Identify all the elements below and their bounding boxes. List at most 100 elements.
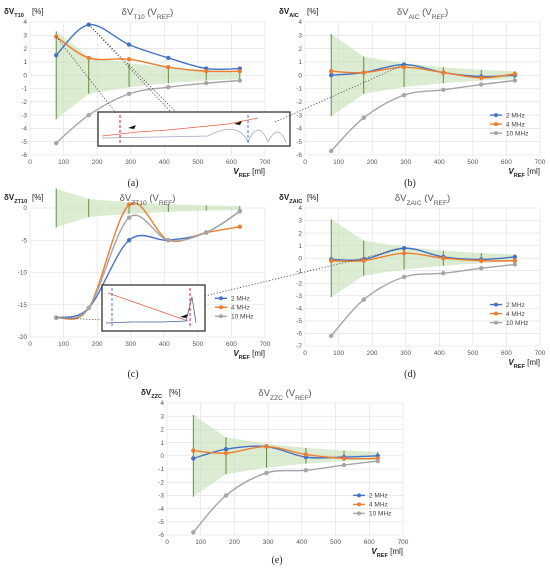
series-line-10-mhz: [55, 79, 240, 144]
y-tick-label: 2: [23, 46, 27, 53]
y-tick-label: -1: [296, 86, 302, 93]
y-tick-label: 1: [160, 440, 164, 447]
y-tick-label: 4: [23, 19, 27, 26]
data-point: [512, 262, 518, 267]
chart-title: δVT10 (VREF): [122, 7, 174, 21]
data-point: [166, 55, 171, 61]
leader-line: [274, 64, 405, 123]
x-tick-label: 0: [165, 539, 169, 546]
legend-label: 2 MHz: [369, 493, 388, 500]
data-point: [303, 468, 309, 473]
y-tick-label: -7: [296, 343, 302, 350]
series-line-4-mhz: [331, 66, 515, 79]
x-axis-label: VREF [ml]: [371, 547, 403, 559]
tolerance-band: [331, 33, 515, 117]
y-tick-label: -4: [158, 506, 164, 513]
legend-label: 2 MHz: [506, 302, 525, 309]
figure-caption: (b): [404, 178, 416, 189]
data-point: [479, 266, 484, 271]
x-tick-label: 600: [226, 341, 237, 348]
legend-label: 10 MHz: [369, 511, 391, 518]
data-point: [237, 78, 243, 83]
x-tick-label: 300: [400, 350, 411, 357]
y-tick-label: -20: [18, 334, 28, 341]
y-tick-label: -3: [296, 293, 302, 300]
series-line-2-mhz: [55, 23, 240, 71]
data-point: [204, 230, 209, 235]
inset-frame: [101, 284, 206, 332]
y-tick-label: -2: [21, 99, 27, 106]
legend-label: 4 MHz: [369, 502, 388, 509]
data-point: [237, 69, 243, 74]
data-point: [361, 70, 366, 75]
y-axis-unit: [%]: [32, 7, 44, 16]
y-tick-label: -5: [296, 139, 302, 146]
y-axis-unit: [%]: [169, 388, 181, 397]
legend-label: 4 MHz: [231, 305, 250, 312]
x-axis-label: VREF [ml]: [508, 167, 540, 179]
y-tick-label: 4: [298, 205, 302, 212]
series-line-10-mhz: [330, 79, 515, 152]
data-point: [264, 470, 269, 476]
x-tick-label: 700: [535, 159, 546, 166]
data-point: [237, 209, 243, 214]
data-point: [86, 305, 91, 311]
y-tick-label: -5: [21, 139, 27, 146]
x-tick-label: 100: [58, 159, 69, 166]
chart-panel-e: -6 -5 -4 -3 -2 -1 0 1 2 3 4 0 100 200 300 400 500 600 700 δ…: [141, 388, 409, 566]
data-point: [223, 450, 229, 456]
x-tick-label: 300: [400, 159, 411, 166]
x-tick-label: 700: [398, 539, 409, 546]
x-tick-label: 0: [28, 159, 32, 166]
series-line-4-mhz: [331, 252, 515, 262]
data-point: [328, 69, 334, 74]
y-tick-label: -5: [158, 519, 164, 526]
x-tick-label: 200: [92, 159, 103, 166]
data-point: [166, 84, 171, 90]
x-tick-label: 400: [434, 350, 445, 357]
y-tick-label: -4: [21, 126, 27, 133]
inset-trace: [101, 128, 287, 144]
legend-label: 4 MHz: [506, 121, 525, 128]
x-tick-label: 400: [434, 159, 445, 166]
inset-frame: [97, 111, 291, 147]
data-point: [53, 315, 59, 320]
tolerance-band: [56, 188, 240, 228]
data-point: [191, 530, 196, 535]
y-tick-label: 4: [298, 19, 302, 26]
x-tick-label: 100: [333, 159, 344, 166]
y-tick-label: -5: [21, 237, 27, 244]
x-tick-label: 500: [467, 350, 478, 357]
y-tick-label: 1: [298, 59, 302, 66]
y-tick-label: -2: [296, 99, 302, 106]
y-tick-label: 0: [160, 453, 164, 460]
legend-marker: [494, 122, 498, 127]
x-tick-label: 600: [226, 159, 237, 166]
x-tick-label: 500: [192, 341, 203, 348]
x-axis-label: VREF [ml]: [508, 358, 540, 370]
y-tick-label: 3: [160, 413, 164, 420]
data-point: [328, 333, 334, 339]
data-point: [126, 238, 132, 243]
legend-marker: [219, 296, 223, 301]
y-axis-label: δVZT10: [4, 193, 27, 205]
x-tick-label: 200: [92, 341, 103, 348]
leader-line: [204, 247, 405, 297]
x-tick-label: 200: [229, 539, 240, 546]
data-point: [441, 255, 446, 261]
x-tick-label: 400: [159, 159, 170, 166]
data-point: [86, 112, 91, 118]
data-point: [191, 448, 196, 453]
data-point: [237, 224, 243, 229]
y-tick-label: -10: [18, 270, 28, 277]
data-point: [401, 65, 407, 70]
data-point: [341, 456, 347, 461]
chart-title: δVZZC (VREF): [258, 388, 311, 402]
legend-label: 10 MHz: [231, 314, 253, 321]
data-point: [53, 53, 59, 58]
data-point: [401, 274, 407, 280]
x-tick-label: 600: [364, 539, 375, 546]
series-line-4-mhz: [193, 445, 378, 460]
y-tick-label: -15: [18, 302, 28, 309]
data-point: [328, 258, 334, 263]
